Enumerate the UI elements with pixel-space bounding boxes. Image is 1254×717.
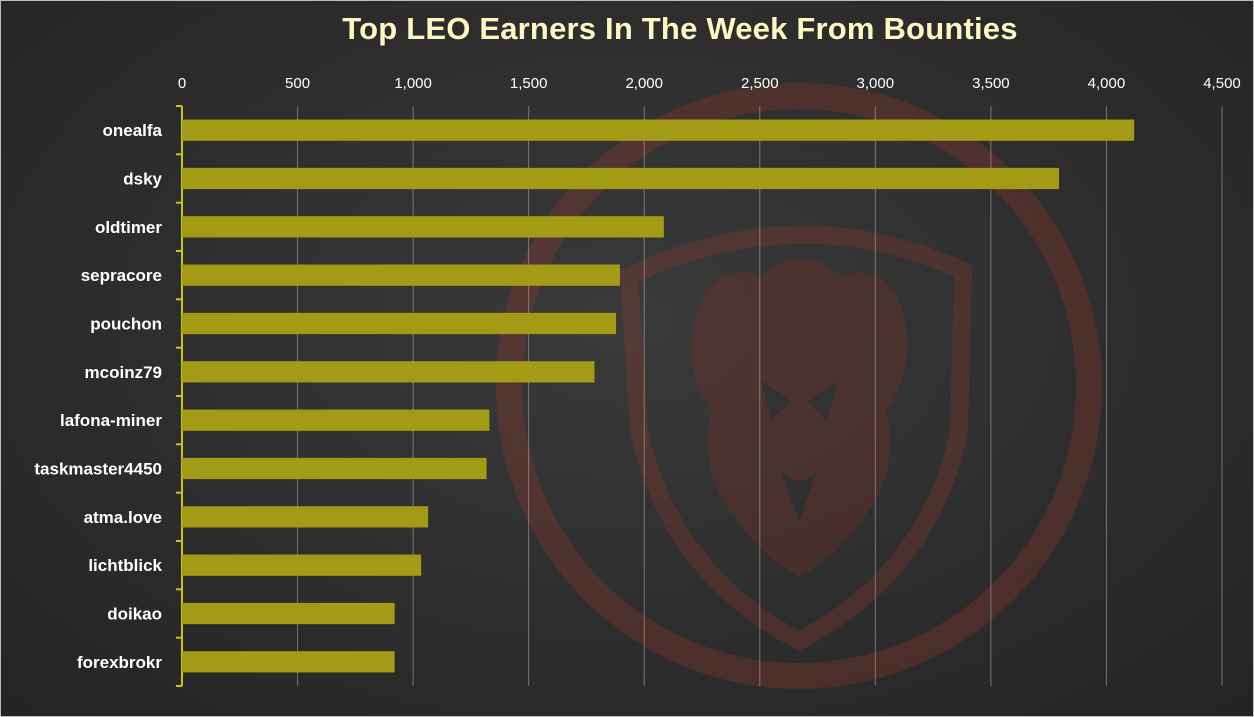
category-label: onealfa [102,121,162,140]
category-label: atma.love [84,508,162,527]
bar-doikao [182,602,395,625]
chart-title: Top LEO Earners In The Week From Bountie… [342,11,1018,46]
category-label: oldtimer [95,218,162,237]
bar-lichtblick [182,554,422,576]
category-label: sepracore [81,266,162,285]
bar-oldtimer [182,216,664,238]
bar-pouchon [182,312,617,335]
x-tick-label: 0 [178,75,186,92]
category-label: lichtblick [88,556,162,575]
bar-atma.love [182,506,429,528]
x-tick-label: 3,500 [972,75,1010,92]
bar-forexbrokr [182,651,395,673]
bar-taskmaster4450 [182,457,487,480]
gridlines [181,106,1223,686]
x-tick-label: 3,000 [857,75,895,92]
x-tick-label: 1,000 [394,75,432,92]
category-label: dsky [123,170,162,189]
category-label: forexbrokr [77,653,162,672]
x-tick-label: 4,500 [1203,75,1241,92]
category-axis [176,105,183,687]
x-tick-label: 2,500 [741,75,779,92]
x-tick-label: 4,000 [1088,75,1126,92]
category-labels: onealfa dsky oldtimer sepracore pouchon mcoin… [34,121,162,672]
bars [182,119,1135,673]
x-tick-label: 2,000 [625,75,663,92]
x-tick-label: 500 [285,75,310,92]
category-label: pouchon [90,315,162,334]
bar-onealfa [182,119,1135,141]
category-label: taskmaster4450 [34,460,162,479]
category-label: doikao [107,605,162,624]
bar-sepracore [182,264,620,286]
axis-tick-labels: 0 500 1,000 1,500 2,000 2,500 3,000 3,500 4,000 4… [178,75,1241,92]
x-tick-label: 1,500 [510,75,548,92]
category-label: lafona-miner [60,411,162,430]
bar-mcoinz79 [182,361,595,383]
category-label: mcoinz79 [85,363,162,382]
bar-dsky [182,167,1060,190]
bar-lafona-miner [182,409,490,431]
lion-shield-icon [496,83,1102,689]
